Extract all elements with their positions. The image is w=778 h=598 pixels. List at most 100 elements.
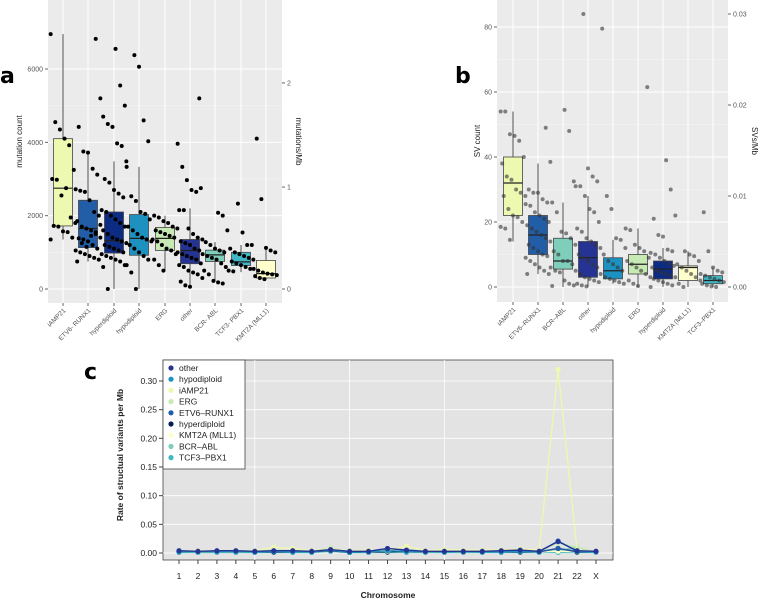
data-point <box>532 262 537 267</box>
data-point <box>141 254 146 258</box>
data-point <box>262 277 267 282</box>
data-point <box>86 239 90 244</box>
data-point <box>124 159 129 164</box>
y-tick-label: 6000 <box>27 67 43 74</box>
data-point <box>101 114 106 119</box>
data-point <box>584 236 589 241</box>
data-point <box>164 246 169 251</box>
data-point <box>95 172 100 177</box>
data-point <box>76 124 81 129</box>
data-point <box>89 228 94 233</box>
y-axis-label: SV count <box>473 124 482 157</box>
data-point <box>507 132 512 137</box>
data-point <box>668 187 673 192</box>
data-point <box>93 36 98 41</box>
data-point <box>57 127 62 132</box>
data-point <box>500 161 505 166</box>
data-point <box>206 272 211 277</box>
data-point <box>192 246 197 251</box>
data-point <box>138 210 143 214</box>
data-point <box>183 283 188 288</box>
x-tick-label: 12 <box>383 571 393 581</box>
data-point <box>657 255 662 260</box>
data-point <box>501 194 506 198</box>
data-point <box>511 213 515 218</box>
data-point <box>217 248 222 253</box>
data-point <box>223 265 228 269</box>
data-point <box>606 259 611 263</box>
data-point <box>175 250 180 255</box>
data-point <box>108 213 113 218</box>
data-point <box>637 246 642 250</box>
data-point <box>177 208 182 213</box>
data-point <box>113 46 118 51</box>
data-point <box>222 250 227 255</box>
legend-marker <box>168 387 174 393</box>
data-point <box>82 252 87 257</box>
data-point <box>107 180 112 185</box>
data-point <box>231 269 236 274</box>
data-point <box>59 193 64 198</box>
data-point <box>56 224 61 229</box>
data-point <box>133 199 138 203</box>
series-point <box>365 548 372 554</box>
legend-label: BCR–ABL <box>179 441 218 451</box>
x-tick-label: ERG <box>627 306 642 321</box>
x-tick-label: other <box>179 307 195 323</box>
data-point <box>115 237 120 242</box>
data-point <box>177 263 182 268</box>
data-point <box>670 249 675 254</box>
data-point <box>237 252 242 257</box>
data-point <box>113 217 118 222</box>
data-point <box>707 275 712 280</box>
data-point <box>198 186 203 191</box>
data-point <box>249 243 254 247</box>
data-point <box>147 217 152 222</box>
data-point <box>592 210 597 215</box>
data-point <box>654 268 659 273</box>
data-point <box>636 284 640 289</box>
data-point <box>118 221 123 225</box>
data-point <box>704 283 709 288</box>
data-point <box>661 280 665 285</box>
data-point <box>119 144 124 148</box>
data-point <box>596 280 601 285</box>
data-point <box>121 250 126 255</box>
series-point <box>441 548 447 554</box>
y-tick-label: 0 <box>488 285 492 292</box>
data-point <box>132 246 137 251</box>
data-point <box>717 278 722 283</box>
data-point <box>118 83 123 88</box>
series-point <box>555 545 561 552</box>
data-point <box>124 241 129 246</box>
data-point <box>146 257 151 262</box>
data-point <box>118 259 123 264</box>
series-point <box>555 538 561 545</box>
data-point <box>270 272 275 277</box>
data-point <box>265 271 270 276</box>
data-point <box>534 229 539 234</box>
data-point <box>571 283 576 288</box>
data-point <box>186 268 191 273</box>
x-tick-label: hypodiploid <box>115 307 143 335</box>
data-point <box>191 232 196 236</box>
data-point <box>612 278 617 283</box>
data-point <box>232 250 237 255</box>
data-point <box>90 166 95 171</box>
data-point <box>656 233 661 237</box>
data-point <box>568 236 573 241</box>
data-point <box>667 262 672 267</box>
data-point <box>195 272 200 277</box>
x-tick-label: 17 <box>478 571 488 581</box>
data-point <box>601 252 606 257</box>
data-point <box>194 257 199 262</box>
data-point <box>581 12 586 16</box>
data-point <box>81 149 86 154</box>
data-point <box>545 200 550 205</box>
data-point <box>178 279 183 284</box>
data-point <box>598 246 603 250</box>
data-point <box>698 272 703 276</box>
data-point <box>628 228 633 233</box>
series-point <box>271 548 277 554</box>
